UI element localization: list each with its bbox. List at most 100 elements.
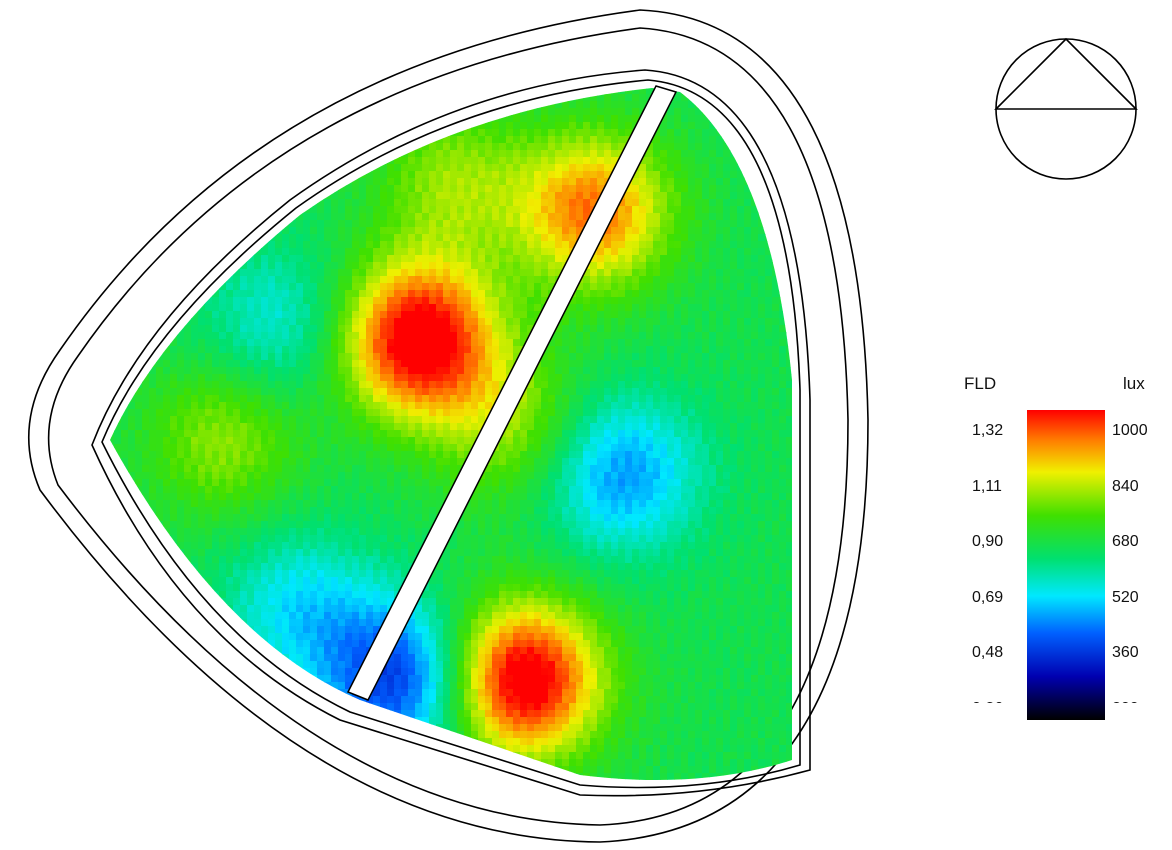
heatmap-cell	[478, 136, 486, 144]
heatmap-cell	[457, 206, 465, 214]
heatmap-cell	[709, 416, 717, 424]
heatmap-cell	[611, 269, 619, 277]
heatmap-cell	[142, 122, 150, 130]
heatmap-cell	[422, 367, 430, 375]
heatmap-cell	[681, 339, 689, 347]
heatmap-cell	[457, 122, 465, 130]
heatmap-cell	[359, 213, 367, 221]
heatmap-cell	[422, 88, 430, 95]
heatmap-cell	[653, 423, 661, 431]
heatmap-cell	[471, 360, 479, 368]
heatmap-cell	[569, 227, 577, 235]
heatmap-cell	[401, 178, 409, 186]
heatmap-cell	[653, 388, 661, 396]
heatmap-cell	[716, 402, 724, 410]
heatmap-cell	[170, 367, 178, 375]
heatmap-cell	[359, 262, 367, 270]
heatmap-cell	[688, 143, 696, 151]
heatmap-cell	[457, 311, 465, 319]
heatmap-cell	[401, 262, 409, 270]
heatmap-cell	[226, 101, 234, 109]
heatmap-cell	[135, 80, 143, 88]
heatmap-cell	[597, 164, 605, 172]
heatmap-cell	[198, 248, 206, 256]
heatmap-cell	[723, 283, 731, 291]
heatmap-cell	[240, 416, 248, 424]
heatmap-cell	[170, 290, 178, 298]
heatmap-cell	[555, 409, 563, 417]
heatmap-cell	[485, 325, 493, 333]
heatmap-cell	[765, 234, 773, 242]
heatmap-cell	[534, 416, 542, 424]
heatmap-cell	[366, 227, 374, 235]
heatmap-cell	[786, 157, 792, 165]
heatmap-cell	[723, 346, 731, 354]
heatmap-cell	[114, 276, 122, 284]
heatmap-cell	[415, 101, 423, 109]
heatmap-cell	[261, 416, 269, 424]
heatmap-cell	[744, 360, 752, 368]
heatmap-cell	[688, 409, 696, 417]
heatmap-cell	[604, 108, 612, 116]
heatmap-cell	[737, 395, 745, 403]
heatmap-cell	[737, 192, 745, 200]
heatmap-cell	[261, 339, 269, 347]
heatmap-cell	[611, 157, 619, 165]
heatmap-cell	[555, 101, 563, 109]
heatmap-cell	[485, 255, 493, 263]
heatmap-cell	[632, 409, 640, 417]
heatmap-cell	[667, 122, 675, 130]
heatmap-cell	[282, 157, 290, 165]
heatmap-cell	[436, 178, 444, 186]
heatmap-cell	[359, 276, 367, 284]
heatmap-cell	[135, 423, 143, 431]
heatmap-cell	[457, 304, 465, 312]
heatmap-cell	[121, 325, 129, 333]
heatmap-cell	[352, 402, 360, 410]
heatmap-cell	[205, 374, 213, 382]
heatmap-cell	[632, 346, 640, 354]
heatmap-cell	[352, 143, 360, 151]
heatmap-cell	[485, 88, 493, 95]
heatmap-cell	[485, 122, 493, 130]
heatmap-cell	[520, 423, 528, 431]
heatmap-cell	[394, 108, 402, 116]
heatmap-cell	[149, 318, 157, 326]
heatmap-cell	[527, 325, 535, 333]
heatmap-cell	[513, 185, 521, 193]
heatmap-cell	[338, 122, 346, 130]
heatmap-cell	[758, 136, 766, 144]
heatmap-cell	[268, 353, 276, 361]
heatmap-cell	[485, 339, 493, 347]
heatmap-cell	[205, 136, 213, 144]
heatmap-cell	[751, 185, 759, 193]
heatmap-cell	[373, 409, 381, 417]
heatmap-cell	[597, 101, 605, 109]
heatmap-cell	[247, 80, 255, 88]
heatmap-cell	[541, 276, 549, 284]
heatmap-cell	[562, 136, 570, 144]
heatmap-cell	[163, 402, 171, 410]
heatmap-cell	[758, 192, 766, 200]
heatmap-cell	[110, 199, 115, 207]
heatmap-cell	[282, 234, 290, 242]
heatmap-cell	[436, 157, 444, 165]
heatmap-cell	[240, 227, 248, 235]
heatmap-cell	[716, 88, 724, 95]
heatmap-cell	[198, 388, 206, 396]
heatmap-cell	[275, 192, 283, 200]
heatmap-cell	[681, 213, 689, 221]
heatmap-cell	[359, 283, 367, 291]
heatmap-cell	[625, 220, 633, 228]
heatmap-cell	[772, 262, 780, 270]
heatmap-cell	[695, 143, 703, 151]
heatmap-cell	[163, 374, 171, 382]
heatmap-cell	[695, 115, 703, 123]
heatmap-cell	[373, 297, 381, 305]
heatmap-cell	[240, 381, 248, 389]
heatmap-cell	[352, 332, 360, 340]
heatmap-cell	[457, 374, 465, 382]
heatmap-cell	[597, 318, 605, 326]
heatmap-cell	[247, 395, 255, 403]
heatmap-cell	[450, 220, 458, 228]
